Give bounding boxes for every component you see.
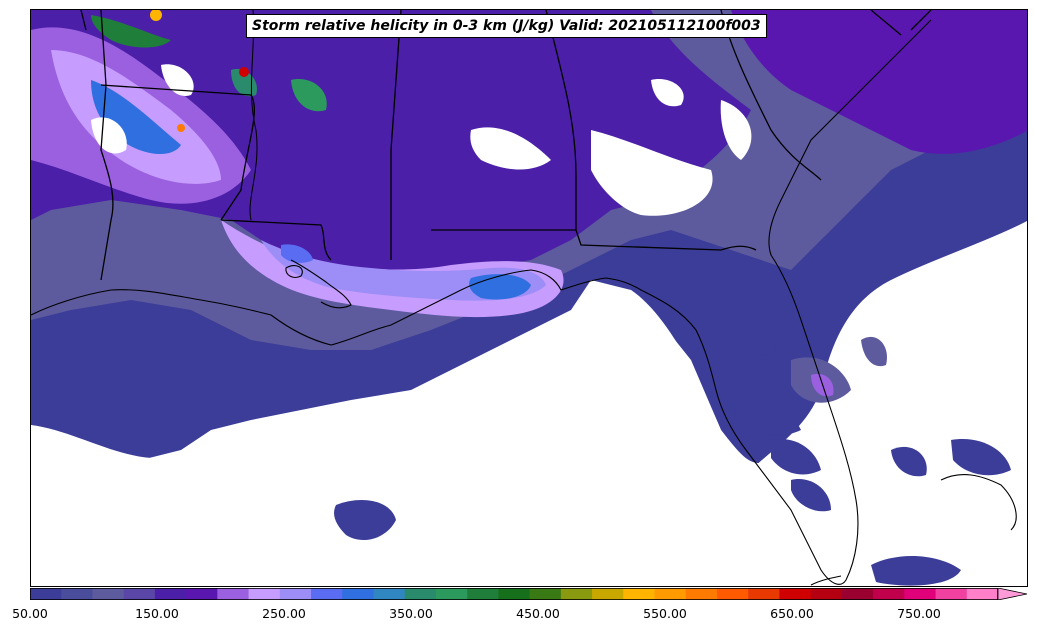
border-ne bbox=[870, 10, 902, 36]
tick-label-750: 750.00 bbox=[897, 606, 941, 621]
tick-label-650: 650.00 bbox=[770, 606, 814, 621]
tick-label-550: 550.00 bbox=[643, 606, 687, 621]
colorbar-segment bbox=[685, 588, 718, 600]
srh-gulf-clear bbox=[31, 221, 1027, 586]
colorbar-segment bbox=[904, 588, 937, 600]
colorbar-segment bbox=[186, 588, 218, 600]
border-ms-al bbox=[390, 10, 402, 260]
border-ne-2 bbox=[910, 10, 932, 31]
srh-nw-green-2 bbox=[231, 69, 257, 97]
river-mississippi bbox=[249, 10, 258, 221]
srh-gap-2 bbox=[591, 130, 713, 216]
colorbar-segment bbox=[810, 588, 843, 600]
srh-e-cell-1 bbox=[891, 446, 927, 477]
srh-nw-green bbox=[91, 15, 171, 48]
coast-lake bbox=[285, 265, 303, 278]
coast-bahamas bbox=[940, 474, 1017, 531]
state-borders bbox=[80, 10, 932, 281]
helicity-map bbox=[31, 10, 1027, 586]
srh-gap-6 bbox=[720, 100, 752, 160]
colorbar-segment bbox=[435, 588, 468, 600]
colorbar-extend-arrow bbox=[997, 588, 1028, 600]
colorbar-segment bbox=[779, 588, 812, 600]
colorbar-segment bbox=[716, 588, 749, 600]
srh-nw-blue bbox=[91, 80, 181, 155]
colorbar-segment bbox=[592, 588, 624, 600]
border-al-fl bbox=[431, 229, 722, 251]
border-ms-west bbox=[220, 94, 255, 221]
colorbar-segment bbox=[966, 588, 999, 600]
srh-hot-spot-3 bbox=[177, 124, 185, 132]
border-nw bbox=[80, 10, 87, 31]
srh-gap-5 bbox=[161, 64, 194, 96]
coastlines bbox=[31, 19, 1017, 586]
srh-dark-purple-ne bbox=[731, 10, 1027, 154]
srh-se-cell bbox=[871, 555, 961, 586]
colorbar-segment bbox=[748, 588, 781, 600]
colorbar-segment bbox=[935, 588, 968, 600]
srh-gap-3 bbox=[651, 79, 684, 107]
srh-fl-east-cell bbox=[861, 336, 887, 367]
srh-north-green bbox=[291, 79, 327, 112]
colorbar-segment bbox=[654, 588, 687, 600]
border-ga-sc bbox=[720, 10, 822, 181]
srh-fl-cell-6 bbox=[791, 479, 831, 512]
colorbar-segment bbox=[342, 588, 375, 600]
colorbar-segment bbox=[560, 588, 593, 600]
colorbar-segment bbox=[154, 588, 187, 600]
colorbar bbox=[30, 588, 1028, 600]
colorbar-segment bbox=[529, 588, 562, 600]
srh-blue-patch-2 bbox=[281, 244, 313, 263]
srh-gap-1 bbox=[470, 127, 551, 170]
tick-label-450: 450.00 bbox=[516, 606, 560, 621]
colorbar-segment bbox=[123, 588, 156, 600]
tick-label-350: 350.00 bbox=[389, 606, 433, 621]
colorbar-segment bbox=[30, 588, 62, 600]
colorbar-segment bbox=[623, 588, 656, 600]
srh-hot-spot-2 bbox=[239, 67, 249, 77]
coast-keys bbox=[810, 575, 842, 586]
srh-fl-cell-5 bbox=[771, 439, 821, 475]
colorbar-segment bbox=[61, 588, 94, 600]
colorbar-segment bbox=[311, 588, 343, 600]
colorbar-segment bbox=[467, 588, 499, 600]
border-la-ms bbox=[220, 219, 332, 261]
srh-fl-cell-1 bbox=[731, 319, 776, 356]
border-tx-la bbox=[100, 10, 114, 281]
tick-label-250: 250.00 bbox=[262, 606, 306, 621]
colorbar-segment bbox=[841, 588, 874, 600]
srh-gap-4 bbox=[91, 117, 127, 154]
border-ga-fl bbox=[720, 245, 757, 251]
tick-label-50: 50.00 bbox=[12, 606, 48, 621]
map-title: Storm relative helicity in 0-3 km (J/kg)… bbox=[246, 14, 767, 38]
colorbar-segment bbox=[92, 588, 125, 600]
srh-hot-spot-1 bbox=[150, 10, 162, 21]
srh-e-cell-2 bbox=[951, 439, 1011, 476]
coast-ms-delta bbox=[290, 259, 352, 309]
colorbar-segment bbox=[498, 588, 531, 600]
colorbar-segment bbox=[248, 588, 281, 600]
srh-gulf-cell bbox=[334, 500, 396, 540]
colorbar-segment bbox=[373, 588, 406, 600]
srh-fl-cell-4 bbox=[731, 399, 801, 436]
tick-label-150: 150.00 bbox=[135, 606, 179, 621]
map-panel bbox=[30, 9, 1028, 587]
border-ar-la bbox=[100, 84, 252, 96]
colorbar-segment bbox=[279, 588, 312, 600]
coast-gulf bbox=[31, 19, 932, 585]
colorbar-segment bbox=[404, 588, 437, 600]
colorbar-segment bbox=[217, 588, 250, 600]
colorbar-segment bbox=[873, 588, 905, 600]
colorbar-outline bbox=[30, 588, 999, 600]
